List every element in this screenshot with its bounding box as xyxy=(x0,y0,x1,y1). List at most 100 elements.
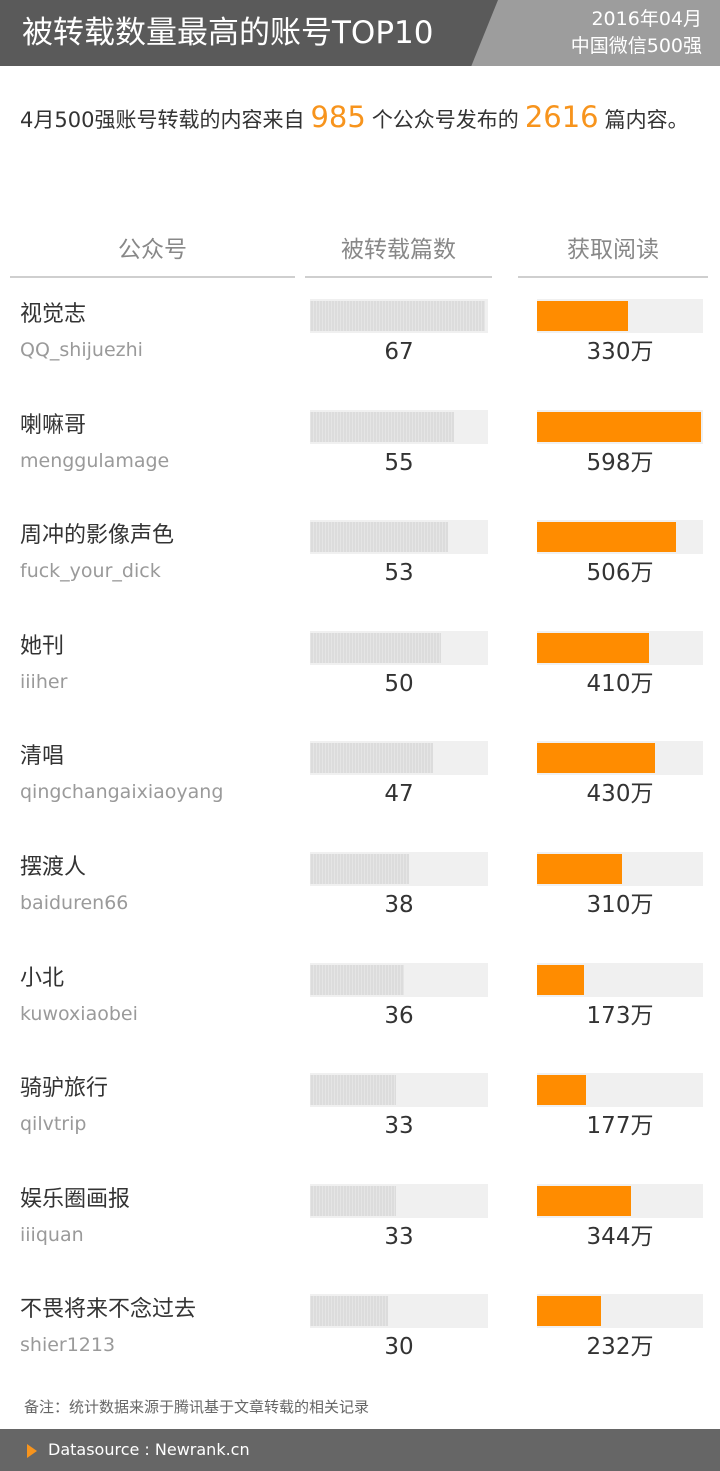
reposts-bar xyxy=(310,301,485,331)
table-row: 摆渡人 baiduren66 38 310万 xyxy=(0,850,720,960)
account-name: 摆渡人 xyxy=(20,855,87,880)
reads-bar-track xyxy=(537,1294,703,1329)
table-row: 清唱 qingchangaixiaoyang 47 430万 xyxy=(0,739,720,849)
reads-bar-track xyxy=(537,852,703,886)
intro-prefix: 4月500强账号转载的内容来自 xyxy=(20,108,305,132)
reads-bar xyxy=(537,522,676,553)
reposts-bar-track xyxy=(310,299,488,333)
reads-bar xyxy=(537,301,628,331)
reads-bar xyxy=(537,743,655,774)
reposts-value: 38 xyxy=(384,892,414,918)
reads-bar-track xyxy=(537,409,703,444)
reads-bar xyxy=(537,1296,601,1327)
reposts-bar xyxy=(310,632,441,663)
account-name: 她刊 xyxy=(20,633,65,659)
account-name: 周冲的影像声色 xyxy=(20,523,175,549)
account-id: menggulamage xyxy=(20,449,170,472)
reads-bar xyxy=(537,964,585,995)
page-title: 被转载数量最高的账号TOP10 xyxy=(22,15,434,51)
account-id: iiiquan xyxy=(20,1223,84,1246)
reads-value: 506万 xyxy=(586,560,654,587)
table-row: 骑驴旅行 qilvtrip 33 177万 xyxy=(0,1071,720,1181)
header-subtitle: 中国微信500强 xyxy=(570,35,702,57)
account-name: 视觉志 xyxy=(20,302,87,327)
reposts-bar xyxy=(310,1185,397,1216)
reads-value: 232万 xyxy=(586,1334,654,1361)
account-id: iiiher xyxy=(20,670,68,693)
reposts-bar-track xyxy=(310,1073,488,1108)
reads-value: 177万 xyxy=(586,1113,654,1140)
reposts-bar xyxy=(310,1296,389,1327)
column-header-reposts: 被转载篇数 xyxy=(305,228,492,278)
table-row: 喇嘛哥 menggulamage 55 598万 xyxy=(0,408,720,518)
reposts-value: 33 xyxy=(384,1223,414,1250)
reposts-bar-track xyxy=(310,852,488,886)
intro-middle: 个公众号发布的 xyxy=(371,108,519,132)
reposts-value: 55 xyxy=(384,449,414,476)
account-id: shier1213 xyxy=(20,1334,116,1357)
reposts-bar xyxy=(310,522,449,553)
reposts-bar xyxy=(310,743,433,774)
reads-bar-track xyxy=(537,1073,703,1108)
table-row: 娱乐圈画报 iiiquan 33 344万 xyxy=(0,1182,720,1292)
reposts-value: 47 xyxy=(384,781,414,808)
account-id: baiduren66 xyxy=(20,892,129,914)
reposts-bar-track xyxy=(310,1294,488,1329)
table-row: 视觉志 QQ_shijuezhi 67 330万 xyxy=(0,297,720,407)
account-name: 清唱 xyxy=(20,744,65,770)
account-id: QQ_shijuezhi xyxy=(20,339,143,361)
account-id: qingchangaixiaoyang xyxy=(20,781,224,804)
reposts-bar-track xyxy=(310,1183,488,1218)
account-name: 不畏将来不念过去 xyxy=(20,1297,197,1323)
intro-suffix: 篇内容。 xyxy=(604,108,689,132)
reposts-bar-track xyxy=(310,741,488,776)
account-id: kuwoxiaobei xyxy=(20,1002,138,1025)
reposts-bar-track xyxy=(310,409,488,444)
reads-value: 330万 xyxy=(586,339,654,365)
account-name: 骑驴旅行 xyxy=(20,1076,109,1102)
reads-value: 310万 xyxy=(586,892,654,918)
reposts-bar-track xyxy=(310,630,488,665)
reads-bar-track xyxy=(537,962,703,997)
reposts-value: 33 xyxy=(384,1113,414,1140)
reads-value: 410万 xyxy=(586,670,654,697)
reads-value: 598万 xyxy=(586,449,654,476)
reads-bar xyxy=(537,1185,632,1216)
reads-value: 173万 xyxy=(586,1002,654,1029)
account-name: 喇嘛哥 xyxy=(20,412,87,438)
table-row: 不畏将来不念过去 shier1213 30 232万 xyxy=(0,1292,720,1402)
reads-bar-track xyxy=(537,741,703,776)
column-header-reads: 获取阅读 xyxy=(518,228,708,278)
accounts-count: 985 xyxy=(310,100,366,134)
table-row: 她刊 iiiher 50 410万 xyxy=(0,629,720,739)
reposts-value: 67 xyxy=(384,339,414,365)
reads-bar xyxy=(537,632,650,663)
reads-bar-track xyxy=(537,520,703,555)
table-row: 周冲的影像声色 fuck_your_dick 53 506万 xyxy=(0,518,720,628)
footnote: 备注：统计数据来源于腾讯基于文章转载的相关记录 xyxy=(24,1398,370,1416)
account-name: 小北 xyxy=(20,965,65,991)
table-row: 小北 kuwoxiaobei 36 173万 xyxy=(0,961,720,1071)
footer-bar: Datasource : Newrank.cn xyxy=(0,1429,720,1471)
play-triangle-icon xyxy=(27,1444,37,1458)
reposts-value: 50 xyxy=(384,670,414,697)
articles-count: 2616 xyxy=(524,100,599,134)
datasource-label: Datasource : Newrank.cn xyxy=(48,1440,250,1459)
reposts-bar-track xyxy=(310,520,488,555)
header-date: 2016年04月 xyxy=(591,8,702,30)
reads-bar-track xyxy=(537,630,703,665)
reposts-bar-track xyxy=(310,962,488,997)
reads-bar xyxy=(537,1075,586,1106)
reads-value: 430万 xyxy=(586,781,654,808)
column-header-account: 公众号 xyxy=(10,228,295,278)
account-id: fuck_your_dick xyxy=(20,560,161,583)
reposts-bar xyxy=(310,1075,397,1106)
reposts-value: 36 xyxy=(384,1002,414,1029)
reposts-bar xyxy=(310,411,454,442)
reads-bar xyxy=(537,854,623,884)
reposts-value: 53 xyxy=(384,560,414,587)
reads-bar xyxy=(537,411,701,442)
reposts-value: 30 xyxy=(384,1334,414,1361)
account-name: 娱乐圈画报 xyxy=(20,1186,131,1212)
account-id: qilvtrip xyxy=(20,1113,87,1136)
